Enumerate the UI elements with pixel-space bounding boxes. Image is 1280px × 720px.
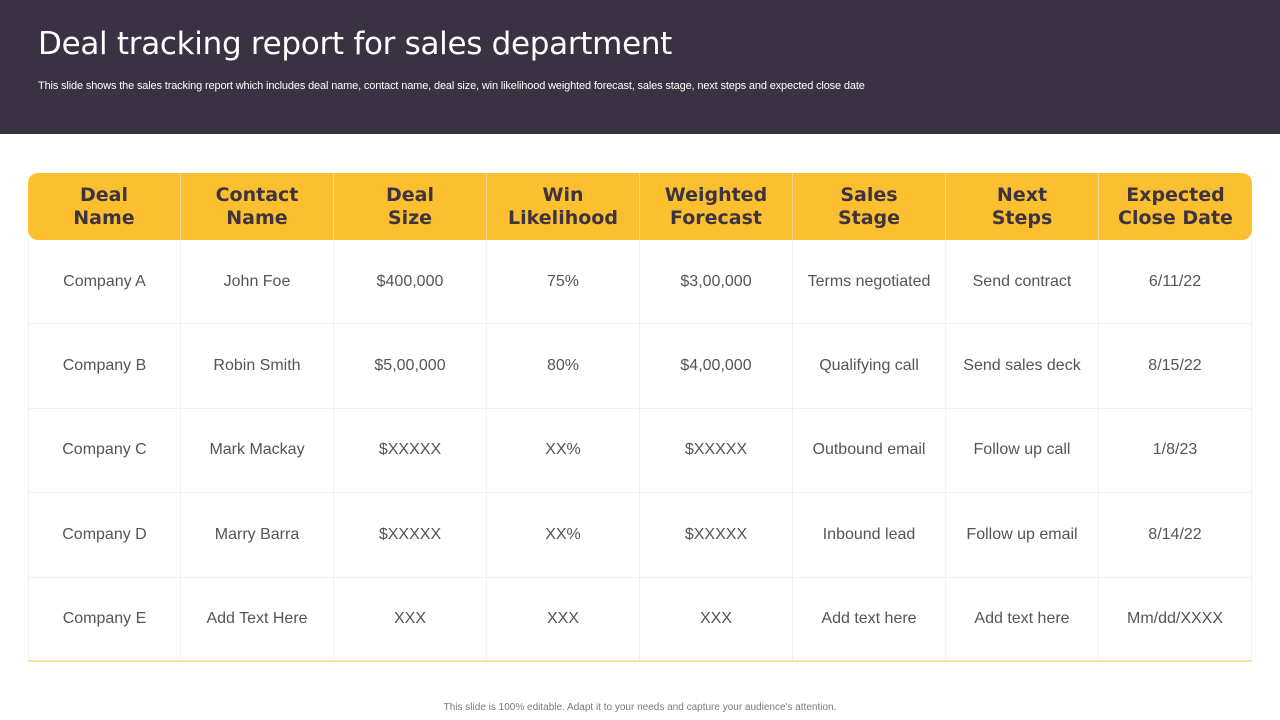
cell-deal-name: Company C [28,408,181,493]
cell-sales-stage: Outbound email [793,408,946,493]
cell-win-likelihood: XX% [487,493,640,577]
cell-next-steps: Add text here [946,577,1099,660]
column-header-contact-name: Contact Name [181,173,334,240]
cell-contact-name: Robin Smith [181,324,334,408]
cell-contact-name: Marry Barra [181,493,334,577]
cell-weighted-forecast: $3,00,000 [640,240,793,324]
page-title: Deal tracking report for sales departmen… [38,26,673,62]
cell-contact-name: Add Text Here [181,577,334,660]
cell-weighted-forecast: XXX [640,577,793,660]
table-row: Company C Mark Mackay $XXXXX XX% $XXXXX … [28,408,1252,494]
cell-deal-size: $XXXXX [334,493,487,577]
cell-win-likelihood: 75% [487,240,640,324]
cell-deal-name: Company A [28,240,181,324]
cell-expected-close-date: 1/8/23 [1099,408,1252,493]
deal-tracking-table: Deal Name Contact Name Deal Size Win Likelih… [28,173,1252,662]
column-header-win-likelihood: Win Likelihood [487,173,640,240]
cell-win-likelihood: XX% [487,408,640,493]
table-body: Company A John Foe $400,000 75% $3,00,00… [28,240,1252,662]
cell-weighted-forecast: $4,00,000 [640,324,793,408]
footer-note: This slide is 100% editable. Adapt it to… [443,702,837,713]
column-header-weighted-forecast: Weighted Forecast [640,173,793,240]
table-row: Company E Add Text Here XXX XXX XXX Add … [28,577,1252,662]
cell-expected-close-date: 6/11/22 [1099,240,1252,324]
cell-deal-size: XXX [334,577,487,660]
cell-expected-close-date: 8/15/22 [1099,324,1252,408]
cell-deal-size: $5,00,000 [334,324,487,408]
cell-next-steps: Send sales deck [946,324,1099,408]
cell-next-steps: Follow up email [946,493,1099,577]
cell-next-steps: Follow up call [946,408,1099,493]
cell-next-steps: Send contract [946,240,1099,324]
cell-win-likelihood: XXX [487,577,640,660]
column-header-expected-close-date: Expected Close Date [1118,183,1233,229]
cell-sales-stage: Qualifying call [793,324,946,408]
column-header-deal-size: Deal Size [334,173,487,240]
table-row: Company B Robin Smith $5,00,000 80% $4,0… [28,324,1252,409]
cell-contact-name: John Foe [181,240,334,324]
cell-sales-stage: Terms negotiated [793,240,946,324]
cell-sales-stage: Add text here [793,577,946,660]
cell-expected-close-date: Mm/dd/XXXX [1099,577,1252,660]
table-header: Deal Name Contact Name Deal Size Win Likelih… [28,173,1252,240]
cell-deal-size: $XXXXX [334,408,487,493]
page-subtitle: This slide shows the sales tracking repo… [38,80,865,92]
table-row: Company A John Foe $400,000 75% $3,00,00… [28,240,1252,325]
header-banner: Deal tracking report for sales departmen… [0,0,1280,134]
cell-sales-stage: Inbound lead [793,493,946,577]
column-header-deal-name: Deal Name [28,173,181,240]
cell-weighted-forecast: $XXXXX [640,408,793,493]
cell-win-likelihood: 80% [487,324,640,408]
cell-contact-name: Mark Mackay [181,408,334,493]
table-row: Company D Marry Barra $XXXXX XX% $XXXXX … [28,493,1252,578]
cell-deal-name: Company B [28,324,181,408]
column-header-sales-stage: Sales Stage [793,173,946,240]
column-header-next-steps: Next Steps [946,173,1099,240]
cell-weighted-forecast: $XXXXX [640,493,793,577]
cell-deal-size: $400,000 [334,240,487,324]
cell-deal-name: Company D [28,493,181,577]
cell-expected-close-date: 8/14/22 [1099,493,1252,577]
cell-deal-name: Company E [28,577,181,660]
